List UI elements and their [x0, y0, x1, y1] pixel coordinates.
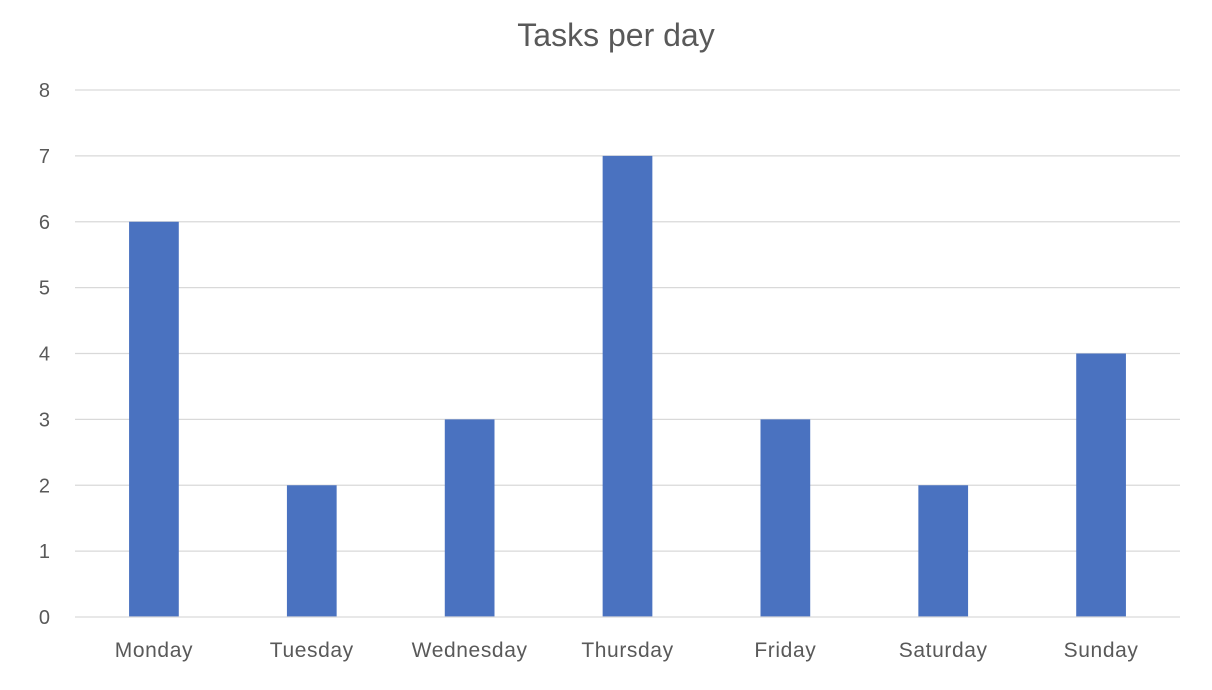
bar-saturday — [918, 485, 969, 617]
x-tick-label: Friday — [754, 639, 816, 662]
bars — [129, 155, 1126, 617]
x-tick-label: Sunday — [1064, 639, 1139, 662]
chart-title: Tasks per day — [517, 17, 714, 53]
x-axis-labels: Monday Tuesday Wednesday Thursday Friday Satu… — [115, 639, 1139, 662]
y-tick-label: 1 — [39, 541, 50, 563]
bar-tuesday — [286, 485, 337, 617]
x-tick-label: Monday — [115, 639, 193, 662]
x-tick-label: Tuesday — [270, 639, 354, 662]
y-tick-label: 5 — [39, 278, 50, 300]
y-tick-label: 7 — [39, 146, 50, 168]
y-tick-label: 6 — [39, 212, 50, 234]
bar-thursday — [602, 155, 653, 617]
bar-sunday — [1076, 353, 1126, 617]
y-tick-label: 3 — [39, 409, 50, 431]
bar-friday — [760, 419, 811, 617]
x-tick-label: Wednesday — [412, 639, 528, 662]
y-tick-label: 0 — [39, 607, 50, 629]
y-axis-ticks: 0 1 2 3 4 5 6 7 8 — [39, 80, 50, 629]
bar-wednesday — [444, 419, 495, 617]
y-tick-label: 4 — [39, 344, 50, 366]
x-tick-label: Saturday — [899, 639, 988, 662]
bar-monday — [129, 221, 179, 617]
y-tick-label: 8 — [39, 80, 50, 102]
y-tick-label: 2 — [39, 475, 50, 497]
x-tick-label: Thursday — [581, 639, 673, 662]
